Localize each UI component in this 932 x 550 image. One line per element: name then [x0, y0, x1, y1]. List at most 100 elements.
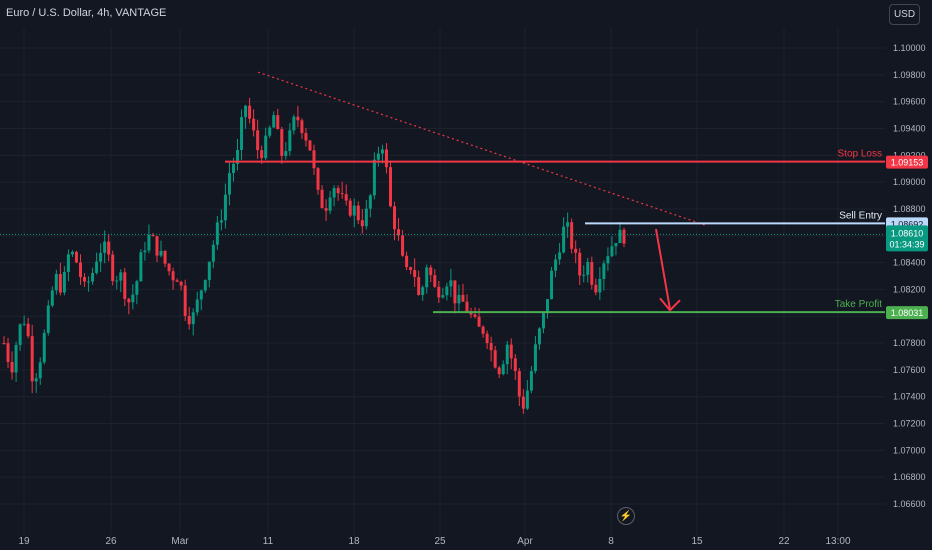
- symbol-title: Euro / U.S. Dollar, 4h, VANTAGE: [6, 7, 167, 19]
- candle-body: [409, 267, 413, 271]
- x-tick-label: 26: [105, 536, 117, 547]
- candle-body: [227, 173, 231, 195]
- candle-body: [50, 290, 54, 306]
- candle-body: [590, 262, 594, 285]
- candle-body: [397, 229, 401, 236]
- y-tick-label: 1.08200: [893, 284, 926, 294]
- candle-body: [610, 246, 614, 257]
- candle-body: [429, 267, 433, 276]
- x-tick-label: 19: [18, 536, 30, 547]
- x-tick-label: 8: [608, 536, 614, 547]
- candle-body: [42, 332, 46, 363]
- candle-body: [70, 251, 74, 255]
- x-tick-label: Mar: [171, 536, 189, 547]
- candle-body: [582, 274, 586, 276]
- candle-body: [58, 273, 62, 293]
- candle-body: [320, 189, 324, 209]
- x-tick-label: 25: [434, 536, 446, 547]
- y-tick-label: 1.09200: [893, 150, 926, 160]
- candle-body: [558, 252, 562, 260]
- candle-body: [606, 256, 610, 264]
- candle-body: [521, 396, 525, 409]
- candle-body: [481, 326, 485, 334]
- candle-body: [127, 298, 131, 303]
- candle-body: [175, 280, 179, 282]
- candle-body: [574, 248, 578, 253]
- candle-body: [425, 267, 429, 288]
- y-tick-label: 1.10000: [893, 43, 926, 53]
- candle-body: [276, 115, 280, 130]
- candle-body: [10, 361, 14, 373]
- candle-body: [598, 278, 602, 293]
- candle-body: [513, 358, 517, 372]
- candle-body: [541, 313, 545, 329]
- candle-body: [95, 261, 99, 273]
- candle-body: [340, 193, 344, 195]
- candle-body: [151, 234, 155, 237]
- level-label-sell-entry: Sell Entry: [839, 210, 882, 221]
- projection-arrowhead: [659, 297, 681, 312]
- lightning-icon[interactable]: ⚡: [617, 507, 635, 525]
- candle-body: [453, 280, 457, 304]
- candle-body: [433, 275, 437, 287]
- y-tick-label: 1.07000: [893, 445, 926, 455]
- x-tick-label: 15: [691, 536, 703, 547]
- candle-body: [550, 270, 554, 300]
- y-tick-label: 1.09000: [893, 177, 926, 187]
- candle-body: [594, 284, 598, 293]
- price-tag-text: 1.09153: [891, 158, 924, 168]
- candle-body: [66, 254, 70, 272]
- candle-body: [147, 234, 151, 251]
- candle-body: [566, 222, 570, 227]
- candle-body: [312, 150, 316, 169]
- candle-body: [119, 272, 123, 281]
- candle-body: [135, 281, 139, 295]
- candle-body: [139, 252, 143, 282]
- candle-body: [195, 299, 199, 313]
- y-tick-label: 1.09400: [893, 123, 926, 133]
- candle-body: [421, 287, 425, 295]
- candle-body: [123, 272, 127, 299]
- candle-body: [388, 167, 392, 207]
- candle-body: [497, 367, 501, 375]
- candle-body: [505, 344, 509, 365]
- candle-body: [99, 252, 103, 262]
- candle-body: [537, 328, 541, 345]
- candle-body: [103, 241, 107, 253]
- candle-body: [223, 194, 227, 221]
- candle-body: [304, 133, 308, 141]
- y-tick-label: 1.09800: [893, 70, 926, 80]
- candle-body: [356, 205, 360, 221]
- candle-body: [405, 255, 409, 268]
- level-label-take-profit: Take Profit: [835, 299, 882, 310]
- currency-button[interactable]: USD: [889, 4, 920, 25]
- x-tick-label: 22: [778, 536, 790, 547]
- candle-body: [517, 371, 521, 397]
- candle-body: [401, 235, 405, 256]
- level-label-stop-loss: Stop Loss: [838, 149, 882, 160]
- candle-body: [264, 135, 268, 159]
- candle-body: [199, 290, 203, 300]
- candle-body: [159, 250, 163, 256]
- resistance-trendline: [257, 71, 706, 226]
- y-tick-label: 1.08400: [893, 258, 926, 268]
- candle-body: [529, 371, 533, 391]
- candle-body: [449, 280, 453, 287]
- candle-body: [87, 281, 91, 283]
- candle-body: [191, 312, 195, 325]
- candle-body: [441, 295, 445, 298]
- candle-body: [240, 117, 244, 150]
- candle-body: [54, 273, 58, 291]
- bar-countdown: 01:34:39: [889, 239, 924, 249]
- candle-body: [115, 280, 119, 282]
- candle-body: [501, 364, 505, 375]
- candle-body: [348, 200, 352, 216]
- candle-body: [231, 163, 235, 174]
- candle-body: [618, 229, 622, 244]
- current-price-tag: [886, 225, 928, 252]
- candle-body: [602, 263, 606, 279]
- candle-body: [477, 316, 481, 327]
- candle-body: [187, 315, 191, 325]
- candle-body: [272, 115, 276, 128]
